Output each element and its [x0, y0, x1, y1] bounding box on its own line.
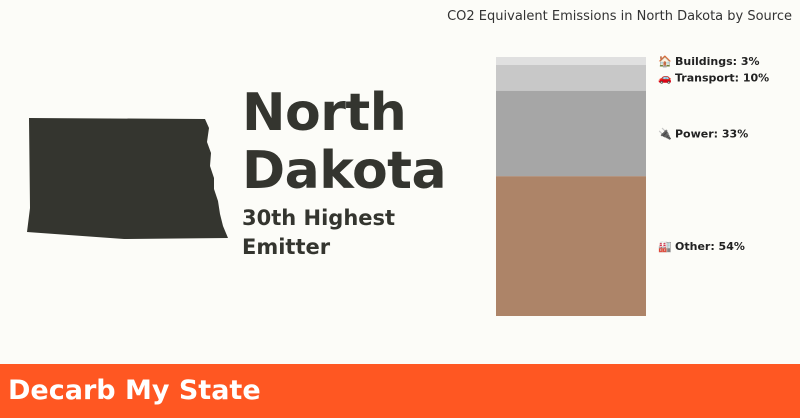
bar-segment-buildings — [496, 57, 646, 65]
house-icon: 🏠 — [658, 55, 672, 68]
segment-label-text: Transport: 10% — [675, 72, 769, 85]
plug-icon: 🔌 — [658, 127, 672, 140]
segment-label-transport: 🚗 Transport: 10% — [658, 72, 769, 85]
emitter-rank: 30th Highest Emitter — [242, 206, 396, 259]
car-icon: 🚗 — [658, 72, 672, 85]
segment-label-text: Power: 33% — [675, 127, 748, 140]
segment-label-other: 🏭 Other: 54% — [658, 240, 745, 253]
footer-bar: Decarb My State — [0, 364, 800, 418]
segment-label-text: Other: 54% — [675, 240, 745, 253]
segment-label-power: 🔌 Power: 33% — [658, 127, 748, 140]
state-name-line1: North — [242, 83, 407, 143]
state-name-line2: Dakota — [242, 141, 447, 201]
north-dakota-state-map — [27, 118, 228, 239]
segment-label-buildings: 🏠 Buildings: 3% — [658, 55, 760, 68]
state-title-block: North Dakota 30th Highest Emitter — [242, 83, 447, 262]
brand-name: Decarb My State — [8, 375, 261, 406]
factory-icon: 🏭 — [658, 240, 672, 253]
bar-segment-transport — [496, 64, 646, 91]
chart-title: CO2 Equivalent Emissions in North Dakota… — [447, 9, 792, 24]
bar-segment-other — [496, 176, 646, 316]
bar-segment-power — [496, 90, 646, 177]
segment-label-text: Buildings: 3% — [675, 55, 760, 68]
